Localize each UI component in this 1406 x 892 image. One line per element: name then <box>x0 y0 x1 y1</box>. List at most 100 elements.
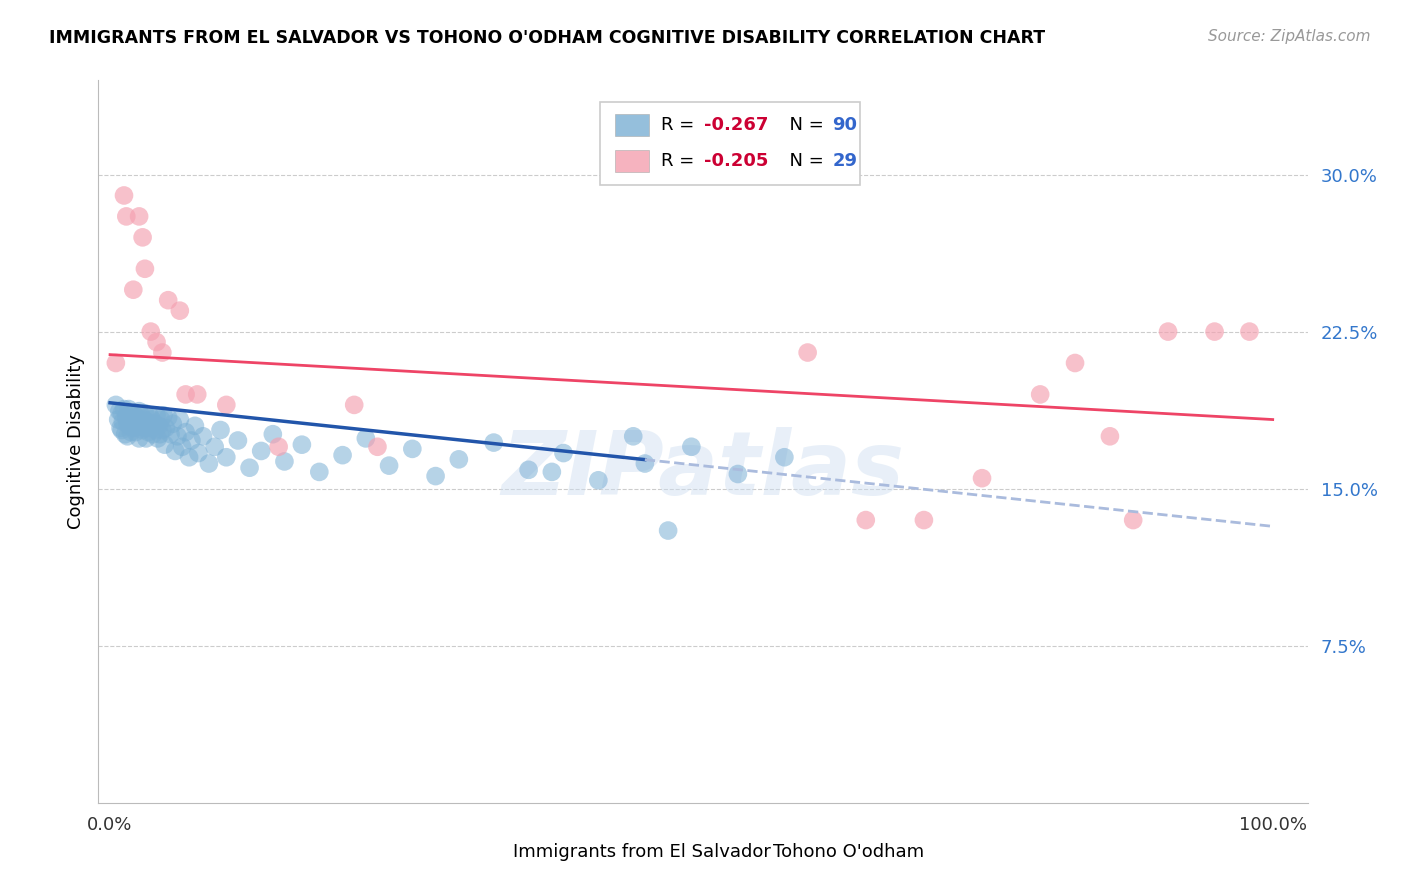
Point <box>401 442 423 456</box>
Point <box>115 210 138 224</box>
Text: R =: R = <box>661 153 700 170</box>
Y-axis label: Cognitive Disability: Cognitive Disability <box>66 354 84 529</box>
Point <box>1122 513 1144 527</box>
Point <box>226 434 249 448</box>
Point <box>138 409 160 423</box>
Point <box>169 303 191 318</box>
Point <box>145 334 167 349</box>
Point <box>150 412 173 426</box>
Point <box>447 452 470 467</box>
Point <box>108 404 131 418</box>
Point <box>141 412 163 426</box>
Point <box>115 410 138 425</box>
Point <box>143 417 166 431</box>
Point <box>166 429 188 443</box>
Point <box>149 427 172 442</box>
Point <box>128 404 150 418</box>
Point <box>125 410 148 425</box>
Point <box>153 438 176 452</box>
Text: R =: R = <box>661 116 700 134</box>
Point <box>128 210 150 224</box>
Point <box>136 415 159 429</box>
Point <box>1157 325 1180 339</box>
Point <box>179 450 201 465</box>
Point <box>332 448 354 462</box>
Point <box>553 446 575 460</box>
Point <box>155 421 177 435</box>
Point <box>204 440 226 454</box>
Point <box>122 283 145 297</box>
Point <box>117 417 139 431</box>
Point <box>150 423 173 437</box>
Point <box>118 418 141 433</box>
Point <box>657 524 679 538</box>
Point <box>912 513 935 527</box>
Point <box>129 417 152 431</box>
Text: -0.205: -0.205 <box>704 153 769 170</box>
Point <box>134 261 156 276</box>
Point <box>145 409 167 423</box>
Point <box>174 387 197 401</box>
Point <box>111 406 134 420</box>
Point <box>131 409 153 423</box>
Point <box>262 427 284 442</box>
Point <box>172 440 194 454</box>
Text: Tohono O'odham: Tohono O'odham <box>773 843 924 861</box>
Point <box>159 427 181 442</box>
Point <box>157 410 180 425</box>
FancyBboxPatch shape <box>479 842 506 862</box>
Point <box>122 406 145 420</box>
Text: IMMIGRANTS FROM EL SALVADOR VS TOHONO O'ODHAM COGNITIVE DISABILITY CORRELATION C: IMMIGRANTS FROM EL SALVADOR VS TOHONO O'… <box>49 29 1045 46</box>
Point <box>773 450 796 465</box>
Point <box>198 457 221 471</box>
Point <box>1239 325 1261 339</box>
Point <box>291 438 314 452</box>
Point <box>1064 356 1087 370</box>
Point <box>124 415 146 429</box>
Point <box>131 230 153 244</box>
Point <box>425 469 447 483</box>
Point <box>187 446 209 460</box>
Point <box>191 429 214 443</box>
Point <box>855 513 877 527</box>
Point <box>131 423 153 437</box>
Point <box>186 387 208 401</box>
Text: N =: N = <box>778 153 830 170</box>
Point <box>152 409 174 423</box>
Point <box>117 429 139 443</box>
Point <box>162 417 184 431</box>
Point <box>1098 429 1121 443</box>
Point <box>148 418 170 433</box>
Point <box>1029 387 1052 401</box>
Point <box>184 418 207 433</box>
Point <box>540 465 562 479</box>
Point <box>134 406 156 420</box>
Point <box>146 431 169 445</box>
Text: 29: 29 <box>832 153 858 170</box>
Point <box>104 356 127 370</box>
Point <box>150 345 173 359</box>
Point <box>482 435 505 450</box>
Point <box>122 421 145 435</box>
Point <box>273 454 295 468</box>
Point <box>239 460 262 475</box>
Point <box>128 431 150 445</box>
Point <box>796 345 818 359</box>
Point <box>250 444 273 458</box>
Point <box>681 440 703 454</box>
Point <box>134 421 156 435</box>
Text: 90: 90 <box>832 116 858 134</box>
Point <box>112 188 135 202</box>
Point <box>588 473 610 487</box>
Text: -0.267: -0.267 <box>704 116 769 134</box>
Point <box>145 423 167 437</box>
Point <box>120 425 142 439</box>
Point <box>378 458 401 473</box>
Text: Immigrants from El Salvador: Immigrants from El Salvador <box>513 843 770 861</box>
Point <box>111 415 134 429</box>
Point <box>132 412 155 426</box>
Point <box>124 425 146 439</box>
Point <box>118 402 141 417</box>
Point <box>111 423 134 437</box>
Point <box>174 425 197 439</box>
